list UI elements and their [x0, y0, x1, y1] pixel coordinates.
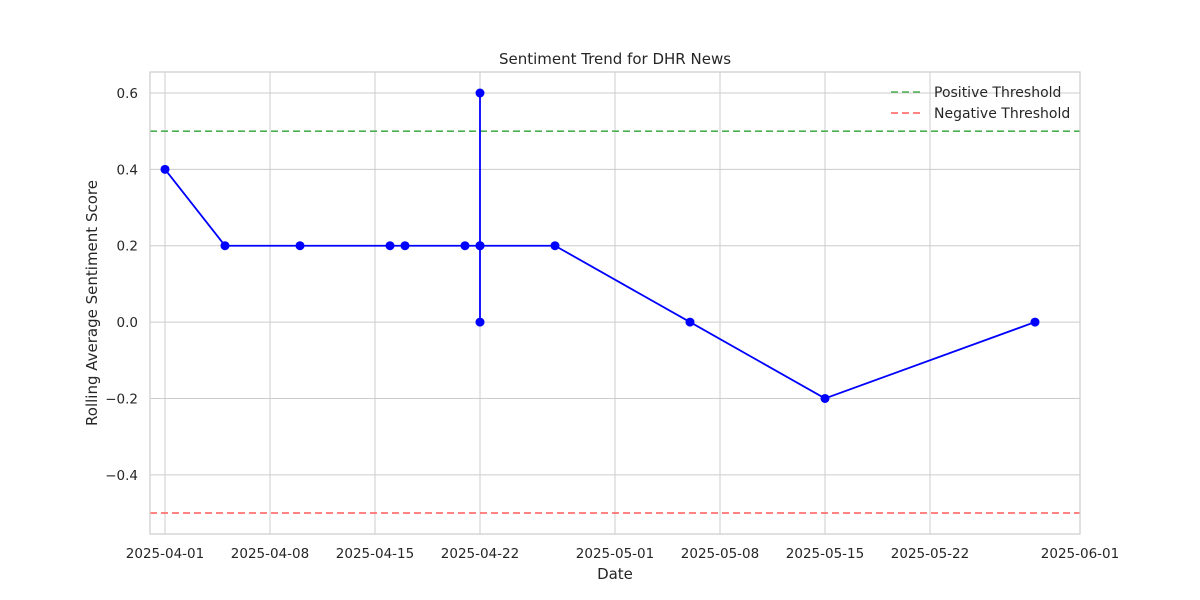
y-tick-label: −0.4: [105, 468, 138, 484]
x-tick-labels: 2025-04-01 2025-04-08 2025-04-15 2025-04-22…: [126, 546, 1119, 562]
data-point: [1030, 317, 1040, 327]
x-axis-label: Date: [597, 565, 633, 583]
y-tick-label: 0.0: [117, 315, 138, 331]
data-point: [295, 241, 305, 251]
data-point: [685, 317, 695, 327]
data-point: [220, 241, 230, 251]
x-tick-label: 2025-05-01: [576, 546, 654, 562]
y-tick-label: 0.4: [117, 162, 138, 178]
x-tick-label: 2025-05-22: [891, 546, 969, 562]
data-point: [400, 241, 410, 251]
plot-frame: [149, 71, 1081, 535]
y-tick-label: 0.2: [117, 239, 138, 255]
data-point: [475, 241, 485, 251]
series-layer: [160, 88, 1040, 403]
legend: Positive Threshold Negative Threshold: [891, 85, 1070, 122]
data-point: [475, 317, 485, 327]
data-point: [160, 164, 170, 174]
threshold-lines: [150, 130, 1080, 514]
x-tick-label: 2025-04-22: [441, 546, 519, 562]
legend-label: Positive Threshold: [934, 85, 1061, 101]
y-tick-labels: −0.4 −0.2 0.0 0.2 0.4 0.6: [105, 86, 138, 484]
x-tick-label: 2025-06-01: [1041, 546, 1119, 562]
y-axis-label: Rolling Average Sentiment Score: [83, 180, 101, 426]
data-point: [460, 241, 470, 251]
grid-layer: [150, 72, 1081, 534]
legend-label: Negative Threshold: [934, 106, 1070, 122]
x-tick-label: 2025-04-15: [336, 546, 414, 562]
x-tick-label: 2025-05-15: [786, 546, 864, 562]
data-point: [475, 88, 485, 98]
x-tick-label: 2025-04-08: [231, 546, 309, 562]
x-tick-label: 2025-05-08: [681, 546, 759, 562]
data-point: [385, 241, 395, 251]
series-line: [164, 92, 1036, 400]
data-point: [820, 393, 830, 403]
x-tick-label: 2025-04-01: [126, 546, 204, 562]
y-tick-label: −0.2: [105, 391, 138, 407]
data-point: [550, 241, 560, 251]
chart-title: Sentiment Trend for DHR News: [499, 50, 731, 68]
y-tick-label: 0.6: [117, 86, 138, 102]
